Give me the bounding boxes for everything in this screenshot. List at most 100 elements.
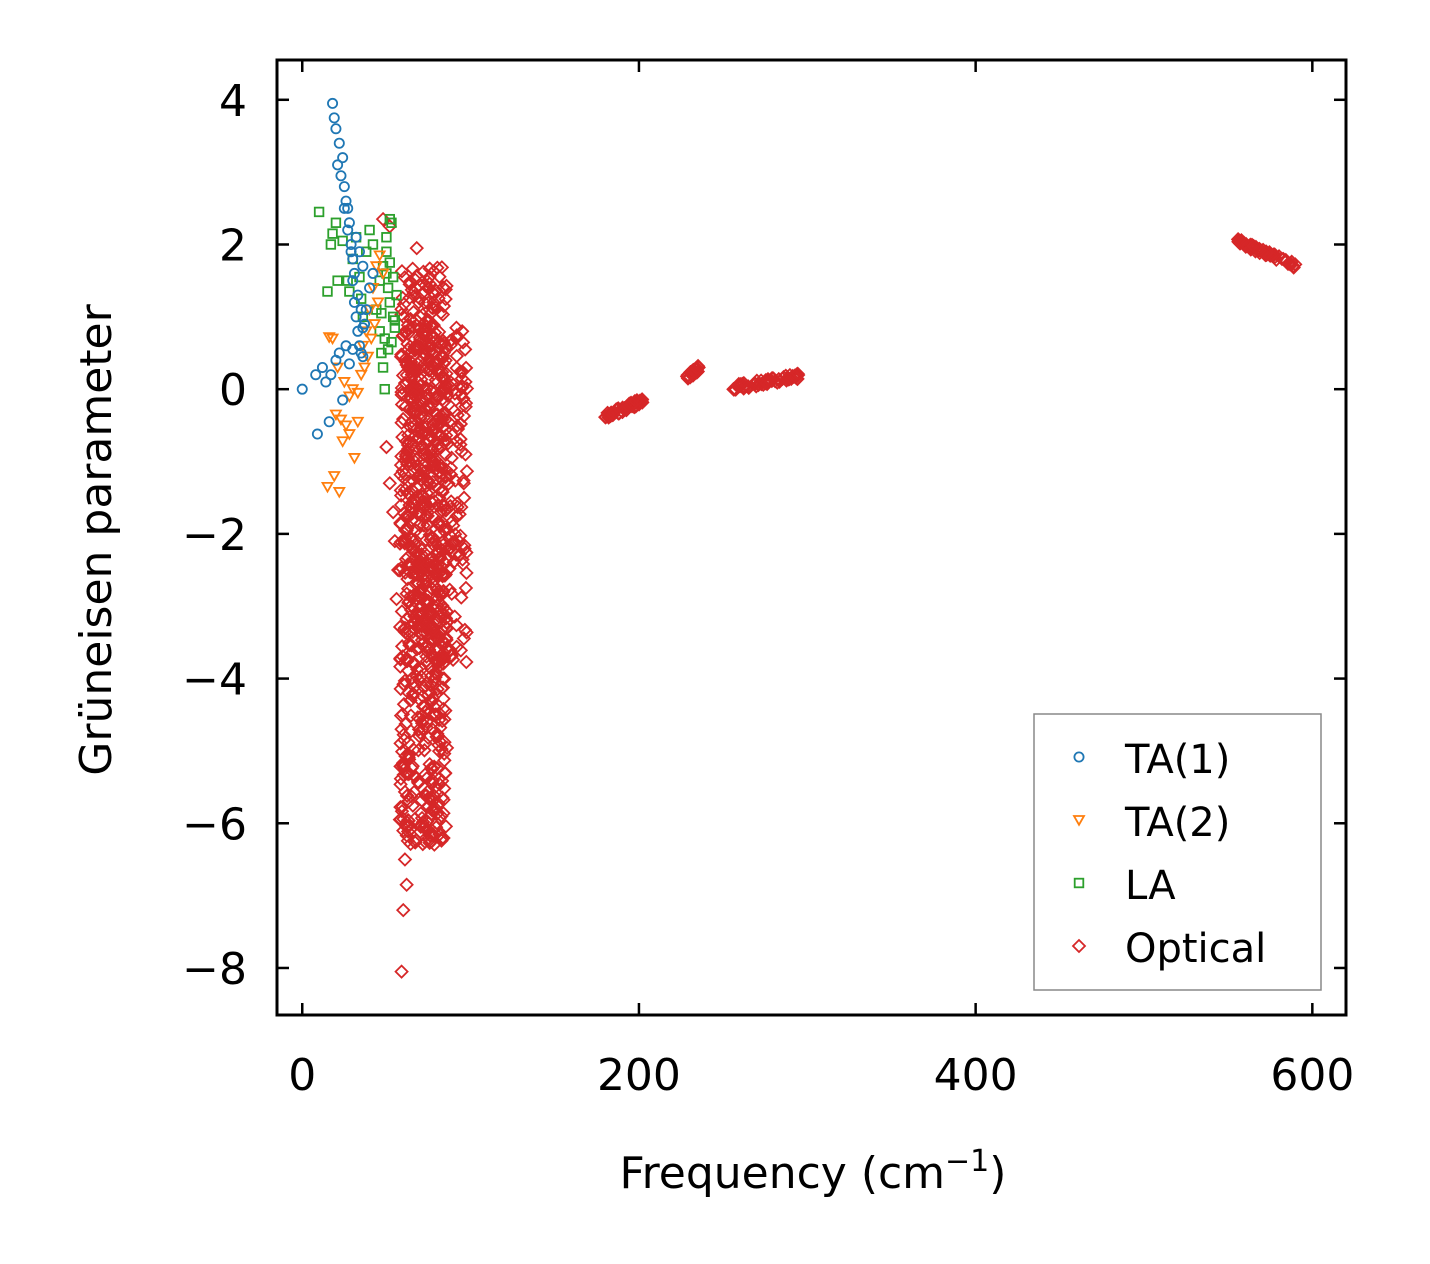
- point-optical: [418, 593, 433, 608]
- point-optical: [458, 447, 473, 462]
- point-optical: [432, 269, 447, 285]
- point-optical: [417, 625, 433, 641]
- point-la: [313, 206, 325, 218]
- point-optical: [419, 449, 435, 464]
- legend-marker-la: [1073, 877, 1085, 889]
- point-ta-2-: [354, 369, 368, 382]
- point-optical: [419, 361, 435, 376]
- point-optical: [438, 503, 454, 518]
- point-optical: [417, 818, 432, 834]
- point-ta-1-: [338, 181, 350, 193]
- x-tick-label: 400: [934, 1050, 1018, 1101]
- point-optical: [431, 482, 447, 497]
- point-ta-2-: [332, 487, 346, 499]
- point-la: [327, 228, 338, 239]
- point-optical: [438, 291, 453, 307]
- point-optical: [407, 453, 422, 469]
- point-optical: [411, 742, 426, 758]
- point-optical: [420, 597, 436, 613]
- point-optical: [405, 540, 421, 556]
- point-ta-1-: [330, 354, 342, 366]
- point-optical: [434, 598, 450, 613]
- point-optical: [426, 355, 442, 371]
- point-optical: [414, 637, 429, 652]
- point-optical: [432, 595, 447, 611]
- point-optical: [417, 394, 433, 409]
- point-optical: [456, 490, 472, 506]
- point-optical: [426, 317, 441, 333]
- point-optical: [439, 740, 455, 756]
- point-optical: [390, 562, 406, 578]
- point-optical: [1246, 238, 1261, 254]
- point-ta-1-: [360, 304, 372, 316]
- point-ta-1-: [323, 416, 335, 428]
- point-optical: [403, 788, 419, 804]
- point-optical: [400, 766, 416, 782]
- point-optical: [424, 694, 439, 710]
- point-optical: [407, 811, 423, 826]
- point-optical: [422, 281, 437, 296]
- point-optical: [400, 485, 415, 501]
- point-optical: [405, 798, 421, 813]
- point-optical: [438, 703, 453, 718]
- point-optical: [411, 295, 426, 310]
- point-optical: [399, 819, 414, 835]
- point-ta-2-: [376, 268, 390, 280]
- point-optical: [395, 902, 411, 918]
- point-optical: [408, 312, 424, 328]
- point-optical: [393, 736, 408, 751]
- point-optical: [432, 525, 448, 540]
- point-optical: [444, 586, 460, 601]
- point-optical: [394, 380, 410, 396]
- point-optical: [1285, 258, 1301, 274]
- point-optical: [442, 582, 457, 598]
- point-optical: [392, 812, 408, 827]
- point-optical: [456, 391, 471, 406]
- point-optical: [394, 301, 409, 317]
- series-la: [313, 206, 402, 395]
- point-optical: [417, 743, 432, 758]
- point-ta-1-: [345, 238, 357, 250]
- point-ta-1-: [316, 361, 328, 373]
- series-ta-2-: [320, 250, 390, 499]
- point-optical: [401, 747, 417, 763]
- point-optical: [429, 545, 445, 560]
- point-optical: [443, 460, 459, 476]
- plot-frame: [275, 58, 1348, 1017]
- point-optical: [401, 427, 416, 443]
- point-la: [330, 217, 342, 228]
- point-optical: [432, 490, 447, 506]
- point-optical: [400, 571, 415, 587]
- point-optical: [1259, 245, 1274, 261]
- point-ta-2-: [351, 416, 365, 429]
- point-optical: [409, 240, 425, 256]
- point-la: [332, 275, 343, 286]
- point-la: [342, 275, 353, 286]
- point-ta-1-: [343, 358, 355, 370]
- point-optical: [449, 617, 464, 633]
- point-optical: [400, 336, 415, 352]
- y-tick-label: −2: [182, 510, 247, 561]
- point-optical: [423, 305, 439, 321]
- point-optical: [399, 877, 414, 893]
- point-ta-2-: [369, 261, 383, 273]
- legend-label: Optical: [1125, 926, 1266, 972]
- point-optical: [410, 470, 426, 485]
- point-optical: [424, 692, 439, 708]
- point-optical: [431, 796, 447, 811]
- point-optical: [395, 290, 410, 306]
- point-optical: [679, 369, 695, 384]
- point-optical: [421, 344, 437, 360]
- point-optical: [400, 557, 416, 572]
- point-optical: [432, 651, 447, 666]
- point-optical: [453, 528, 468, 544]
- point-optical: [393, 483, 409, 498]
- point-optical: [411, 775, 426, 791]
- point-optical: [431, 539, 446, 555]
- point-la: [322, 286, 333, 297]
- point-ta-1-: [364, 282, 376, 294]
- x-tick-label: 200: [597, 1050, 681, 1101]
- point-optical: [409, 318, 425, 333]
- point-optical: [730, 379, 746, 394]
- point-optical: [428, 556, 443, 571]
